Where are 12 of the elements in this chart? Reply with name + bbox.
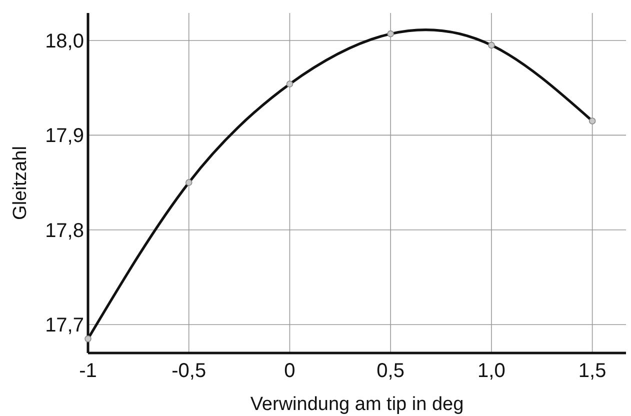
y-axis-title: Gleitzahl: [10, 146, 31, 220]
x-tick-label: 1,5: [578, 360, 606, 382]
y-tick-label: 18,0: [45, 30, 84, 52]
x-axis-title: Verwindung am tip in deg: [250, 394, 464, 415]
x-tick-label: 0: [284, 360, 296, 382]
x-tick-label: -1: [79, 360, 97, 382]
y-tick-label: 17,9: [45, 125, 84, 148]
y-tick-label: 17,8: [45, 220, 84, 242]
x-tick-label: 0,5: [376, 360, 404, 382]
x-tick-label: -0,5: [172, 360, 206, 382]
x-tick-label: 1,0: [478, 360, 506, 382]
y-tick-label: 17,7: [45, 314, 84, 337]
